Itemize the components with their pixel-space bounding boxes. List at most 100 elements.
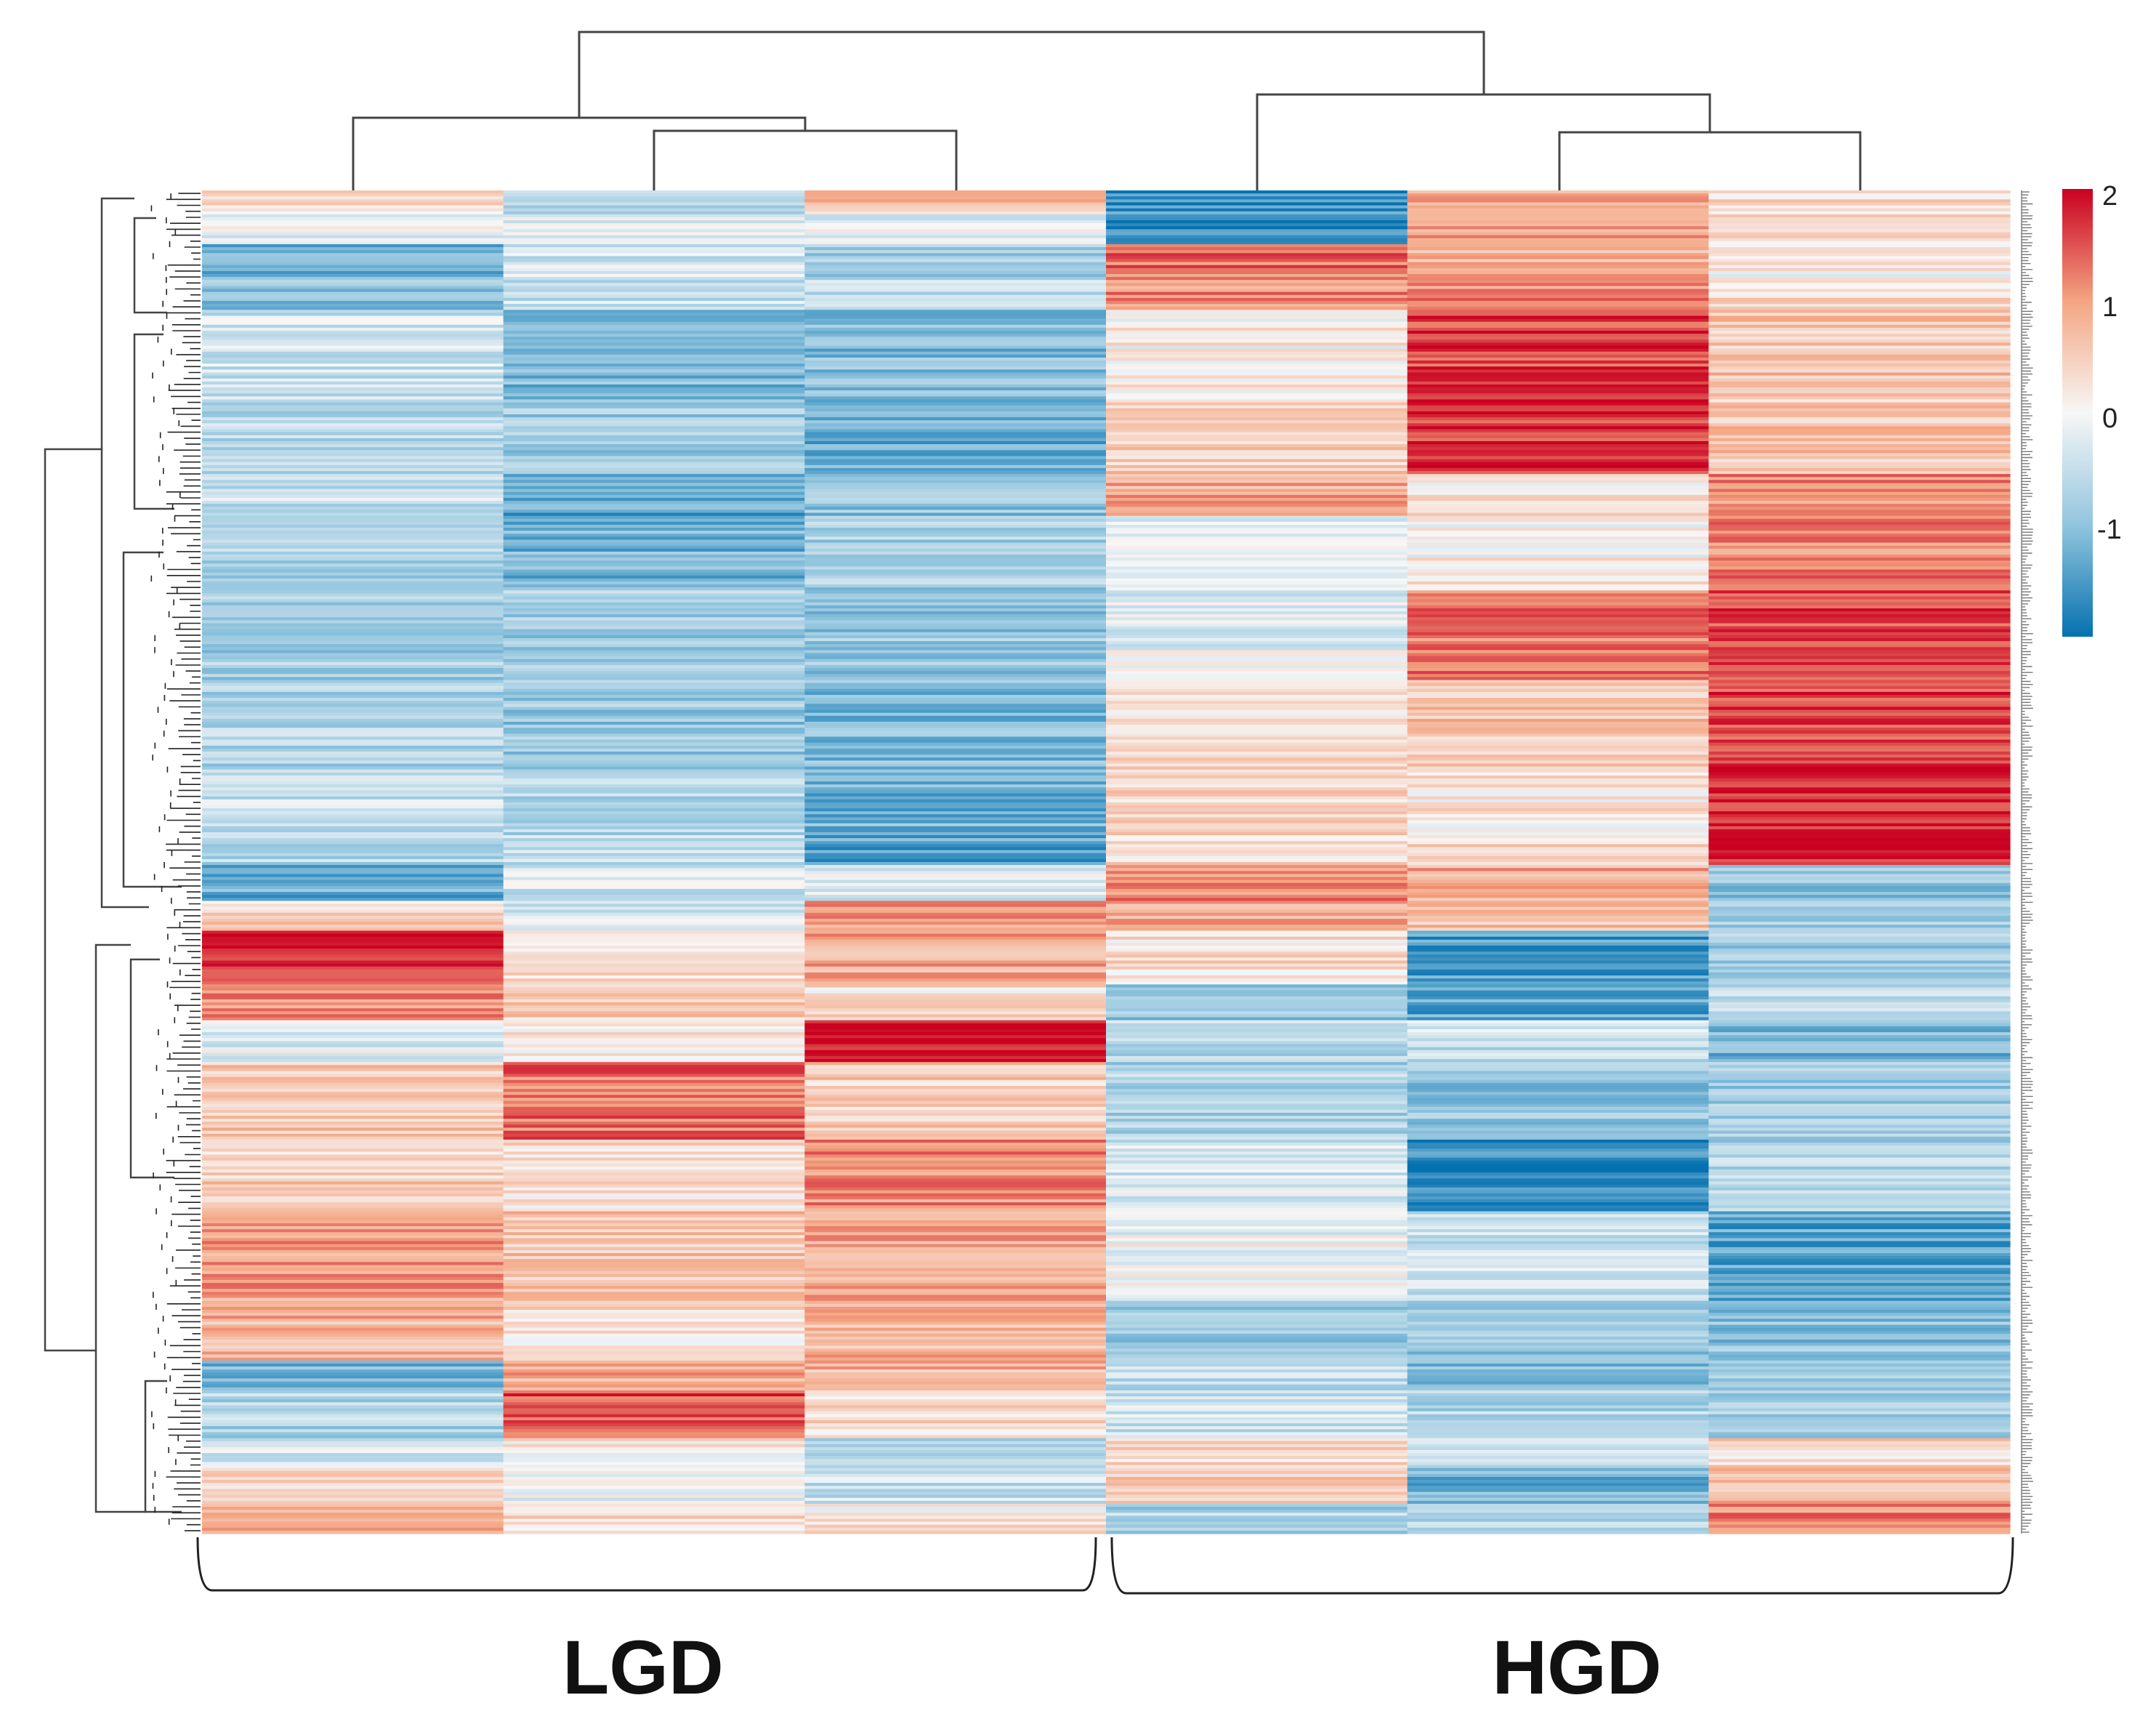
heatmap-cell — [1407, 232, 1709, 236]
heatmap-cell — [1708, 474, 2011, 478]
heatmap-cell — [1708, 1465, 2011, 1469]
heatmap-cell — [202, 1166, 504, 1170]
heatmap-cell — [1708, 1047, 2011, 1051]
heatmap-cell — [804, 1175, 1107, 1179]
heatmap-cell — [202, 733, 504, 738]
heatmap-cell — [1106, 1241, 1408, 1245]
heatmap-cell — [804, 226, 1107, 230]
heatmap-cell — [1407, 623, 1709, 627]
heatmap-cell — [1106, 193, 1408, 197]
heatmap-cell — [1407, 715, 1709, 720]
heatmap-cell — [1407, 901, 1709, 905]
heatmap-cell — [202, 1079, 504, 1084]
heatmap-cell — [202, 1271, 504, 1275]
heatmap-cell — [202, 361, 504, 364]
heatmap-cell — [1407, 378, 1709, 382]
heatmap-cell — [202, 229, 504, 233]
heatmap-cell — [1708, 450, 2011, 454]
heatmap-cell — [1407, 474, 1709, 478]
heatmap-cell — [202, 408, 504, 412]
heatmap-cell — [1106, 253, 1408, 257]
heatmap-cell — [202, 1076, 504, 1081]
heatmap-cell — [804, 1300, 1107, 1305]
heatmap-cell — [804, 760, 1107, 765]
heatmap-cell — [1106, 300, 1408, 305]
heatmap-cell — [503, 593, 805, 597]
heatmap-cell — [1708, 381, 2011, 385]
heatmap-cell — [1708, 745, 2011, 749]
heatmap-cell — [503, 1396, 805, 1400]
heatmap-cell — [804, 1327, 1107, 1332]
heatmap-cell — [202, 474, 504, 478]
heatmap-cell — [804, 1217, 1107, 1221]
heatmap-cell — [1708, 1489, 2011, 1493]
heatmap-cell — [503, 745, 805, 749]
row-dendro-e — [144, 1380, 182, 1513]
heatmap-cell — [804, 369, 1107, 374]
heatmap-cell — [202, 1265, 504, 1269]
heatmap-cell — [1106, 512, 1408, 517]
heatmap-cell — [804, 960, 1107, 965]
heatmap-cell — [1106, 273, 1408, 278]
heatmap-cell — [1708, 650, 2011, 654]
heatmap-cell — [503, 1109, 805, 1114]
heatmap-cell — [1106, 844, 1408, 848]
heatmap-cell — [1407, 361, 1709, 364]
heatmap-cell — [1106, 1047, 1408, 1051]
heatmap-cell — [1106, 551, 1408, 555]
heatmap-cell — [503, 725, 805, 728]
heatmap-cell — [1407, 286, 1709, 290]
heatmap-cell — [1708, 906, 2011, 911]
heatmap-cell — [804, 456, 1107, 460]
heatmap-cell — [503, 1402, 805, 1406]
heatmap-cell — [1708, 1357, 2011, 1361]
heatmap-cell — [503, 1462, 805, 1466]
heatmap-cell — [804, 480, 1107, 484]
heatmap-cell — [1106, 327, 1408, 331]
heatmap-cell — [503, 838, 805, 842]
heatmap-cell — [1106, 611, 1408, 615]
heatmap-cell — [1106, 402, 1408, 406]
heatmap-cell — [1106, 999, 1408, 1003]
heatmap-cell — [804, 381, 1107, 385]
heatmap-cell — [1407, 1450, 1709, 1454]
heatmap-cell — [1407, 321, 1709, 326]
heatmap-cell — [1407, 1166, 1709, 1170]
heatmap-cell — [1407, 1089, 1709, 1092]
heatmap-cell — [804, 521, 1107, 526]
heatmap-cell — [804, 951, 1107, 955]
heatmap-cell — [1106, 757, 1408, 761]
heatmap-cell — [804, 593, 1107, 597]
heatmap-cell — [1407, 945, 1709, 949]
heatmap-cell — [1106, 1306, 1408, 1311]
heatmap-cell — [1106, 1292, 1408, 1296]
heatmap-cell — [1106, 868, 1408, 871]
heatmap-cell — [1407, 820, 1709, 824]
heatmap-cell — [1708, 199, 2011, 204]
heatmap-cell — [1708, 1360, 2011, 1364]
heatmap-cell — [202, 691, 504, 696]
heatmap-cell — [1106, 491, 1408, 496]
heatmap-cell — [202, 1468, 504, 1472]
heatmap-cell — [1407, 614, 1709, 618]
heatmap-cell — [1708, 1378, 2011, 1382]
heatmap-cell — [1407, 1143, 1709, 1146]
heatmap-cell — [1106, 614, 1408, 618]
heatmap-cell — [1407, 464, 1709, 469]
heatmap-cell — [503, 1513, 805, 1516]
heatmap-cell — [1708, 483, 2011, 487]
heatmap-cell — [804, 1008, 1107, 1012]
heatmap-cell — [503, 283, 805, 287]
heatmap-cell — [202, 781, 504, 785]
heatmap-cell — [1106, 1157, 1408, 1162]
heatmap-cell — [1407, 334, 1709, 337]
heatmap-cell — [1407, 1172, 1709, 1176]
heatmap-cell — [202, 674, 504, 677]
heatmap-cell — [202, 1527, 504, 1531]
heatmap-cell — [804, 471, 1107, 475]
heatmap-cell — [1708, 1306, 2011, 1311]
heatmap-cell — [1708, 728, 2011, 731]
heatmap-cell — [1106, 250, 1408, 254]
heatmap-cell — [503, 1244, 805, 1248]
heatmap-cell — [1106, 1524, 1408, 1529]
